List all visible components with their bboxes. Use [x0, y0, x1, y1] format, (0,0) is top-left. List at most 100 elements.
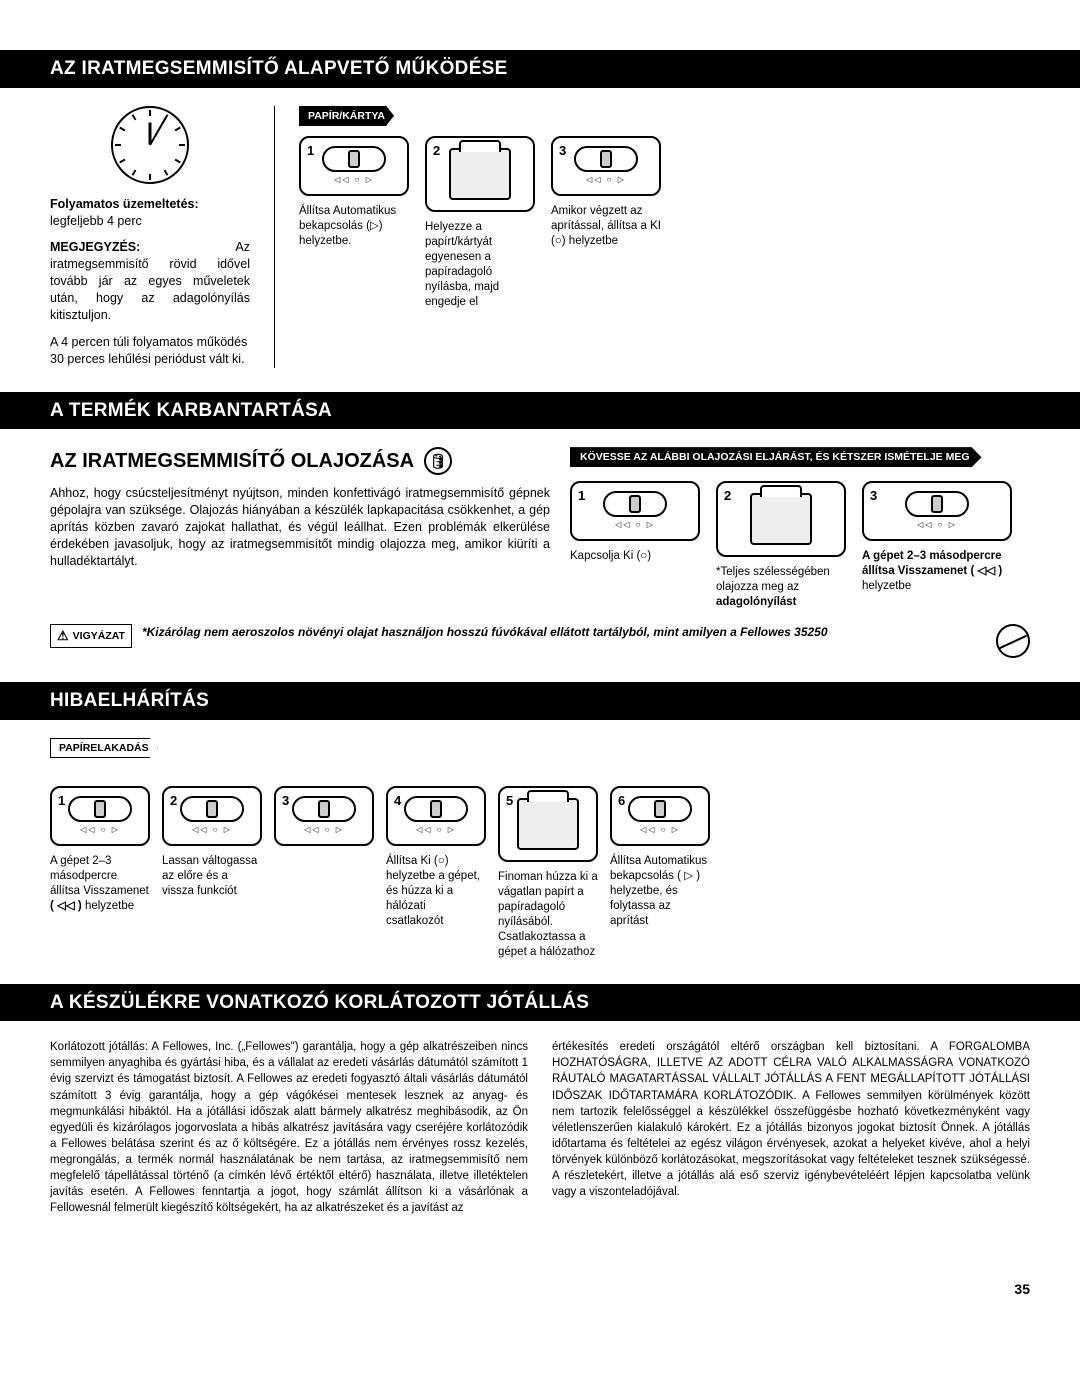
warranty-columns: Korlátozott jótállás: A Fellowes, Inc. (… — [50, 1039, 1030, 1216]
switch-icon — [628, 796, 692, 822]
step-number: 3 — [282, 792, 289, 810]
oiling-left: AZ IRATMEGSEMMISÍTŐ OLAJOZÁSA 🛢 Ahhoz, h… — [50, 447, 550, 610]
warranty-col-2: értékesítés eredeti országától eltérő or… — [552, 1039, 1030, 1216]
oiling-title: AZ IRATMEGSEMMISÍTŐ OLAJOZÁSA — [50, 448, 414, 475]
oil-step-3: 3 ◁◁ ○ ▷ A gépet 2–3 másodpercre állítsa… — [862, 481, 1012, 610]
switch-symbols: ◁◁ ○ ▷ — [574, 175, 638, 186]
note: MEGJEGYZÉS: Az iratmegsemmisítő rövid id… — [50, 239, 250, 323]
switch-symbols: ◁◁ ○ ▷ — [628, 825, 692, 836]
section1-right-col: PAPÍR/KÁRTYA 1 ◁◁ ○ ▷ Állítsa Automatiku… — [299, 106, 1030, 368]
switch-symbols: ◁◁ ○ ▷ — [68, 825, 132, 836]
section2-steps: 1 ◁◁ ○ ▷ Kapcsolja Ki (○) 2 *Teljes szél… — [570, 481, 1030, 610]
step-caption: Állítsa Automatikus bekapcsolás ( ▷ ) he… — [610, 854, 710, 929]
step-caption: Finoman húzza ki a vágatlan papírt a pap… — [498, 870, 598, 960]
step-number: 5 — [506, 792, 513, 810]
shredder-icon — [449, 148, 511, 200]
caption-text: helyzetbe — [862, 580, 911, 592]
step-number: 4 — [394, 792, 401, 810]
caption-part: A gépet 2–3 másodpercre állítsa Visszame… — [50, 855, 149, 897]
switch-symbols: ◁◁ ○ ▷ — [603, 520, 667, 531]
section4-body: Korlátozott jótállás: A Fellowes, Inc. (… — [50, 1021, 1030, 1240]
continuous-label: Folyamatos üzemeltetés: — [50, 196, 250, 213]
switch-symbols: ◁◁ ○ ▷ — [322, 175, 386, 186]
step-caption: A gépet 2–3 másodpercre állítsa Visszame… — [862, 549, 1012, 594]
step-3: 3 ◁◁ ○ ▷ Amikor végzett az aprítással, á… — [551, 136, 661, 310]
oiling-procedure-tag: KÖVESSE AZ ALÁBBI OLAJOZÁSI ELJÁRÁST, ÉS… — [570, 447, 982, 467]
continuous-value: legfeljebb 4 perc — [50, 213, 250, 230]
trouble-step-6: 6 ◁◁ ○ ▷ Állítsa Automatikus bekapcsolás… — [610, 786, 710, 960]
switch-symbols: ◁◁ ○ ▷ — [905, 520, 969, 531]
step-number: 2 — [724, 487, 731, 505]
switch-icon — [603, 491, 667, 517]
paper-card-tag: PAPÍR/KÁRTYA — [299, 106, 394, 126]
caution-text: *Kizárólag nem aeroszolos növényi olajat… — [142, 624, 986, 640]
step-number: 2 — [433, 142, 440, 160]
switch-icon — [292, 796, 356, 822]
step-number: 2 — [170, 792, 177, 810]
oiling-sub-header: AZ IRATMEGSEMMISÍTŐ OLAJOZÁSA 🛢 — [50, 447, 550, 475]
step-caption: Helyezze a papírt/kártyát egyenesen a pa… — [425, 220, 535, 310]
switch-symbols: ◁◁ ○ ▷ — [180, 825, 244, 836]
note-label: MEGJEGYZÉS: — [50, 240, 140, 254]
step-number: 1 — [58, 792, 65, 810]
caption-part-bold: ( ◁◁ ) — [50, 900, 82, 912]
trouble-step-3: 3 ◁◁ ○ ▷ — [274, 786, 374, 960]
switch-icon — [180, 796, 244, 822]
section1-header: AZ IRATMEGSEMMISÍTŐ ALAPVETŐ MŰKÖDÉSE — [0, 50, 1080, 88]
section1-left-col: Folyamatos üzemeltetés: legfeljebb 4 per… — [50, 106, 250, 368]
step-number: 1 — [578, 487, 585, 505]
switch-icon — [404, 796, 468, 822]
vertical-divider — [274, 106, 275, 368]
oiling-body: Ahhoz, hogy csúcsteljesítményt nyújtson,… — [50, 485, 550, 569]
switch-icon — [905, 491, 969, 517]
caption-text: *Teljes szélességében olajozza meg az — [716, 566, 830, 593]
step-number: 3 — [559, 142, 566, 160]
step-1: 1 ◁◁ ○ ▷ Állítsa Automatikus bekapcsolás… — [299, 136, 409, 310]
trouble-step-2: 2 ◁◁ ○ ▷ Lassan váltogassa az előre és a… — [162, 786, 262, 960]
caution-badge: ⚠ VIGYÁZAT — [50, 624, 132, 648]
step-caption: Kapcsolja Ki (○) — [570, 549, 700, 564]
step-caption: Állítsa Automatikus bekapcsolás (▷) hely… — [299, 204, 409, 249]
switch-symbols: ◁◁ ○ ▷ — [404, 825, 468, 836]
step-number: 6 — [618, 792, 625, 810]
section1-steps: 1 ◁◁ ○ ▷ Állítsa Automatikus bekapcsolás… — [299, 136, 1030, 310]
oil-step-2: 2 *Teljes szélességében olajozza meg az … — [716, 481, 846, 610]
step-caption: Állítsa Ki (○) helyzetbe a gépet, és húz… — [386, 854, 486, 929]
step-caption: *Teljes szélességében olajozza meg az ad… — [716, 565, 846, 610]
switch-icon — [574, 146, 638, 172]
shredder-icon — [517, 798, 579, 850]
oil-step-1: 1 ◁◁ ○ ▷ Kapcsolja Ki (○) — [570, 481, 700, 610]
caption-part: helyzetbe — [82, 900, 134, 912]
step-caption: Lassan váltogassa az előre és a vissza f… — [162, 854, 262, 899]
caption-bold: adagolónyílást — [716, 596, 797, 608]
trouble-step-1: 1 ◁◁ ○ ▷ A gépet 2–3 másodpercre állítsa… — [50, 786, 150, 960]
warranty-col-1: Korlátozott jótállás: A Fellowes, Inc. (… — [50, 1039, 528, 1216]
trouble-step-4: 4 ◁◁ ○ ▷ Állítsa Ki (○) helyzetbe a gépe… — [386, 786, 486, 960]
section1-body: Folyamatos üzemeltetés: legfeljebb 4 per… — [50, 88, 1030, 392]
section3-header: HIBAELHÁRÍTÁS — [0, 682, 1080, 720]
shredder-icon — [750, 493, 812, 545]
clock-icon — [111, 106, 189, 184]
switch-symbols: ◁◁ ○ ▷ — [292, 825, 356, 836]
page-number: 35 — [50, 1280, 1030, 1299]
step-caption: Amikor végzett az aprítással, állítsa a … — [551, 204, 661, 249]
section3-body: PAPÍRELAKADÁS 1 ◁◁ ○ ▷ A gépet 2–3 másod… — [50, 720, 1030, 984]
warning-triangle-icon: ⚠ — [57, 627, 69, 645]
caption-bold: A gépet 2–3 másodpercre állítsa Visszame… — [862, 550, 1002, 577]
section2-header: A TERMÉK KARBANTARTÁSA — [0, 392, 1080, 430]
trouble-step-5: 5 Finoman húzza ki a vágatlan papírt a p… — [498, 786, 598, 960]
section3-steps: 1 ◁◁ ○ ▷ A gépet 2–3 másodpercre állítsa… — [50, 786, 1030, 960]
step-caption: A gépet 2–3 másodpercre állítsa Visszame… — [50, 854, 150, 914]
paper-jam-tag: PAPÍRELAKADÁS — [50, 738, 158, 758]
oil-can-icon: 🛢 — [424, 447, 452, 475]
section2-body: AZ IRATMEGSEMMISÍTŐ OLAJOZÁSA 🛢 Ahhoz, h… — [50, 429, 1030, 682]
switch-icon — [68, 796, 132, 822]
no-aerosol-icon — [996, 624, 1030, 658]
section4-header: A KÉSZÜLÉKRE VONATKOZÓ KORLÁTOZOTT JÓTÁL… — [0, 984, 1080, 1022]
cooldown-text: A 4 percen túli folyamatos működés 30 pe… — [50, 334, 250, 368]
caution-row: ⚠ VIGYÁZAT *Kizárólag nem aeroszolos növ… — [50, 624, 1030, 658]
step-number: 1 — [307, 142, 314, 160]
step-number: 3 — [870, 487, 877, 505]
switch-icon — [322, 146, 386, 172]
caution-label: VIGYÁZAT — [73, 629, 125, 643]
